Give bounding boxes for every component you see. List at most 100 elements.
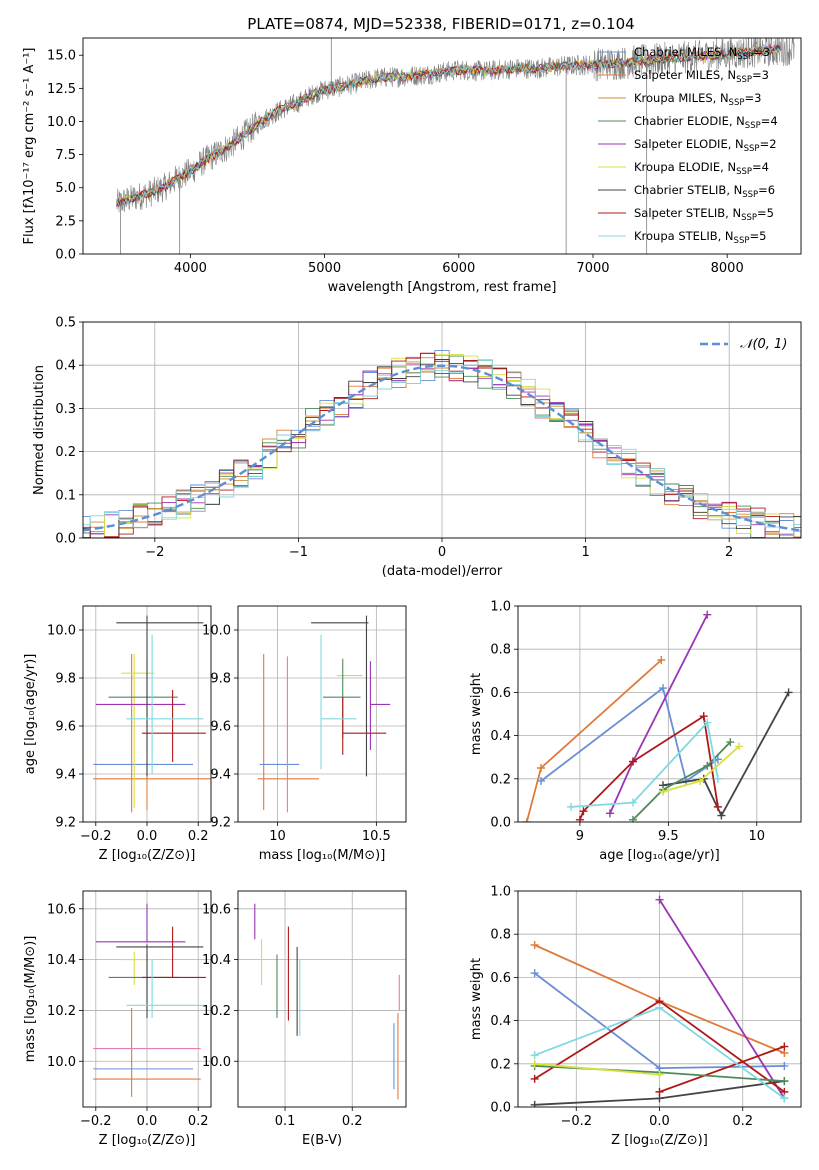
y-tick-label: 7.5 (55, 148, 76, 163)
x-tick-label: −1 (289, 545, 308, 560)
x-tick-label: −2 (145, 545, 164, 560)
legend-entry: Chabrier ELODIE, NSSP=4 (634, 114, 778, 131)
weight-point-marker (522, 818, 531, 822)
y-tick-label: 0.2 (490, 1057, 511, 1072)
weight-point-marker (657, 656, 666, 664)
y-tick-label: 0.4 (55, 359, 76, 374)
y-tick-label: 9.6 (210, 720, 231, 735)
weight-point-marker (530, 941, 539, 949)
axes-frame (517, 890, 802, 1108)
panel-age-vs-Z: −0.2 0.0 0.2 9.2 9.4 9.6 9.8 10.0 Z [log₁₀(Z/Z⊙)… (23, 605, 212, 863)
panel-weight-vs-age: 9 9.5 10 0.0 0.2 0.4 0.6 0.8 1.0 age [log₁₀(age/y… (469, 600, 802, 863)
y-axis-label: mass [log₁₀(M/M⊙)] (23, 936, 38, 1063)
x-tick-label: 2 (725, 545, 733, 560)
weight-point-marker (726, 738, 735, 747)
weight-point-marker (703, 718, 712, 727)
y-tick-label: 0.1 (55, 488, 76, 503)
y-axis-label: mass weight (469, 673, 484, 755)
x-tick-label: 0.1 (275, 1114, 296, 1129)
x-tick-label: 0.2 (342, 1114, 363, 1129)
weight-point-marker (713, 802, 722, 811)
weight-point-marker (735, 742, 744, 751)
weight-line (540, 686, 719, 783)
residual-histogram (83, 363, 801, 538)
x-tick-label: −0.2 (80, 1114, 112, 1129)
y-tick-label: 0.0 (55, 248, 76, 263)
x-tick-label: 8000 (711, 261, 744, 276)
y-tick-label: 10.2 (47, 1004, 76, 1019)
y-tick-label: 0.0 (55, 532, 76, 547)
y-tick-label: 0.0 (490, 816, 511, 831)
x-axis-label: E(B-V) (302, 1133, 342, 1148)
weight-point-marker (717, 811, 726, 820)
y-tick-label: 10.6 (47, 902, 76, 917)
x-tick-label: 7000 (576, 261, 609, 276)
axes-frame (82, 37, 802, 255)
x-tick-label: 0.0 (137, 829, 158, 844)
weight-point-marker (530, 1051, 539, 1060)
axes-frame (82, 890, 212, 1108)
axes-frame (82, 321, 802, 539)
plot-area (518, 891, 801, 1107)
weight-point-marker (655, 895, 664, 904)
x-tick-label: 6000 (442, 261, 475, 276)
axes-frame (82, 605, 212, 823)
y-tick-label: 9.2 (55, 816, 76, 831)
y-tick-label: 1.0 (490, 600, 511, 615)
weight-point-marker (780, 1042, 789, 1051)
plot-area (83, 606, 211, 822)
plot-area (83, 891, 211, 1107)
residual-histogram (83, 361, 801, 538)
weight-point-marker (536, 764, 545, 772)
weight-point-marker (780, 1061, 789, 1070)
x-tick-label: 0.2 (732, 1114, 753, 1129)
weight-line (632, 741, 731, 821)
y-tick-label: 9.8 (210, 672, 231, 687)
weight-point-marker (628, 798, 637, 807)
y-tick-label: 0.4 (490, 729, 511, 744)
x-axis-label: Z [log₁₀(Z/Z⊙)] (99, 848, 196, 863)
y-tick-label: 10.0 (47, 624, 76, 639)
weight-point-marker (567, 802, 576, 811)
weight-line (534, 1062, 660, 1076)
y-tick-label: 0.8 (490, 643, 511, 658)
legend-entry: Salpeter MILES, NSSP=3 (634, 68, 769, 85)
legend-entry: Salpeter ELODIE, NSSP=2 (634, 137, 777, 154)
legend-entry: 𝒩(0, 1) (740, 337, 787, 352)
y-tick-label: 9.8 (55, 672, 76, 687)
y-axis-label: age [log₁₀(age/yr)] (23, 654, 38, 775)
y-tick-label: 0.6 (490, 686, 511, 701)
weight-line (662, 691, 790, 818)
x-axis-label: Z [log₁₀(Z/Z⊙)] (611, 1133, 708, 1148)
y-tick-label: 10.0 (202, 624, 231, 639)
x-tick-label: −0.2 (560, 1114, 592, 1129)
y-tick-label: 0.4 (490, 1014, 511, 1029)
y-tick-label: 9.4 (55, 768, 76, 783)
y-axis-label: mass weight (469, 958, 484, 1040)
weight-point-marker (696, 776, 705, 785)
weight-point-marker (655, 1087, 664, 1096)
y-tick-label: 0.2 (55, 445, 76, 460)
weight-point-marker (703, 610, 712, 619)
x-tick-label: 10 (749, 829, 766, 844)
weight-line (571, 720, 719, 808)
y-tick-label: 9.4 (210, 768, 231, 783)
x-axis-label: (data-model)/error (382, 564, 503, 579)
weight-point-marker (575, 815, 584, 822)
x-tick-label: 10.5 (362, 829, 391, 844)
weight-point-marker (780, 1094, 789, 1103)
x-tick-label: 1 (581, 545, 589, 560)
weight-point-marker (713, 774, 722, 783)
model-spectrum (116, 45, 781, 208)
plot-area (518, 606, 801, 822)
weight-point-marker (605, 809, 614, 818)
weight-point-marker (784, 688, 793, 697)
y-tick-label: 5.0 (55, 181, 76, 196)
weight-line (659, 1045, 785, 1093)
legend: Chabrier MILES, NSSP=3 Salpeter MILES, NS… (598, 45, 778, 246)
panel-spectrum: 4000 5000 6000 7000 8000 0.0 2.5 5.0 7.5 10.0 12.5… (22, 37, 802, 295)
plot-area (83, 322, 801, 538)
plot-area (238, 891, 406, 1107)
y-tick-label: 0.0 (490, 1101, 511, 1116)
weight-point-marker (628, 757, 637, 766)
